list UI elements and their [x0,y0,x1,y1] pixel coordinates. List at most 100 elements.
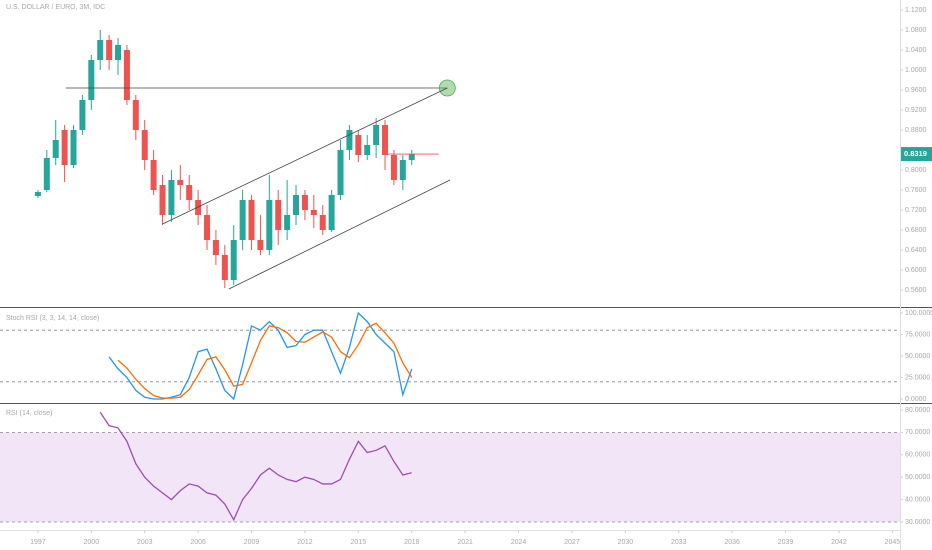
candle-body [212,240,219,255]
trendline [162,87,448,225]
candle-body [141,130,148,160]
candle-body [150,160,157,190]
candle-body [275,200,282,230]
candle-body [301,195,308,210]
candle-body [310,210,317,215]
indicator-line [108,311,413,401]
trendline [228,179,451,290]
candle-body [239,200,246,240]
x-tick-label: 2006 [190,539,206,546]
candle-body [61,130,68,165]
y-tick-label: 0.7600 [905,187,927,194]
candle-body [97,40,104,60]
y-tick-label: 0.7200 [905,207,927,214]
y-tick-label: 0.0000 [905,396,927,403]
candle-body [221,255,228,280]
chart-title: U.S. DOLLAR / EURO, 3M, IDC [6,4,105,11]
y-tick-label: 1.1200 [905,7,927,14]
y-tick-label: 70.0000 [905,429,930,436]
candle-body [266,200,273,250]
candle-body [106,40,113,60]
candle-body [319,215,326,230]
y-tick-label: 0.9200 [905,107,927,114]
candle-body [79,100,86,130]
x-tick-label: 2042 [831,539,847,546]
x-tick-label: 1997 [30,539,46,546]
y-tick-label: 0.6000 [905,267,927,274]
candle-body [346,130,353,150]
y-tick-label: 0.5600 [905,287,927,294]
candle-body [34,192,41,196]
y-tick-label: 0.8000 [905,167,927,174]
x-tick-label: 2021 [457,539,473,546]
x-tick-label: 2003 [137,539,153,546]
x-tick-label: 2030 [618,539,634,546]
y-tick-label: 60.0000 [905,452,930,459]
candle-body [159,185,166,215]
y-tick-label: 0.8800 [905,127,927,134]
last-price-label: 0.8319 [904,149,927,158]
candle-body [88,60,95,100]
y-tick-label: 0.6800 [905,227,927,234]
band-fill [0,432,900,522]
candle-body [337,150,344,195]
candle-body [177,180,184,185]
last-price-box [901,147,932,162]
x-tick-label: 2033 [671,539,687,546]
y-tick-label: 30.0000 [905,519,930,526]
candle-body [186,185,193,200]
y-tick-label: 0.6400 [905,247,927,254]
y-tick-label: 1.0800 [905,27,927,34]
y-tick-label: 50.0000 [905,474,930,481]
candle-body [257,240,264,250]
candle-body [399,160,406,180]
candle-body [168,180,175,215]
candle-body [230,240,237,280]
x-tick-label: 2015 [351,539,367,546]
candle-body [115,45,122,60]
candle-body [43,158,50,190]
x-tick-label: 2012 [297,539,313,546]
candle-body [355,135,362,155]
x-tick-label: 2039 [778,539,794,546]
y-tick-label: 75.0000 [905,331,930,338]
x-tick-label: 2024 [511,539,527,546]
indicator-line [117,322,413,399]
candle-body [248,200,255,240]
rsi-title: RSI (14, close) [6,410,52,417]
candle-body [70,130,77,165]
y-tick-label: 1.0400 [905,47,927,54]
stoch-title: Stoch RSI (3, 3, 14, 14, close) [6,315,99,322]
y-tick-label: 40.0000 [905,496,930,503]
candle-body [390,155,397,180]
x-tick-label: 2045 [885,539,901,546]
candle-body [132,100,139,130]
marks-layer: 1.1200 1.0800 1.0400 1.0000 0.9600 0.9200 0.88… [30,7,932,546]
y-tick-label: 0.9600 [905,87,927,94]
candle-body [123,50,130,100]
candle-body [204,215,211,240]
candle-body [328,195,335,230]
candle-body [284,215,291,230]
y-tick-label: 80.0000 [905,407,930,414]
x-tick-label: 2018 [404,539,420,546]
candle-body [373,125,380,145]
candle-body [293,195,300,215]
candle-body [52,140,59,158]
x-tick-label: 2000 [84,539,100,546]
x-tick-label: 2036 [724,539,740,546]
y-tick-label: 100.0000 [905,310,932,317]
band-layer [0,329,900,523]
x-tick-label: 2027 [564,539,580,546]
indicator-line [99,411,412,522]
y-tick-label: 50.0000 [905,353,930,360]
y-tick-label: 25.0000 [905,374,930,381]
candle-body [364,145,371,155]
x-tick-label: 2009 [244,539,260,546]
candle-body [195,200,202,215]
candle-body [382,125,389,155]
y-tick-label: 1.0000 [905,67,927,74]
candle-body [408,154,415,160]
